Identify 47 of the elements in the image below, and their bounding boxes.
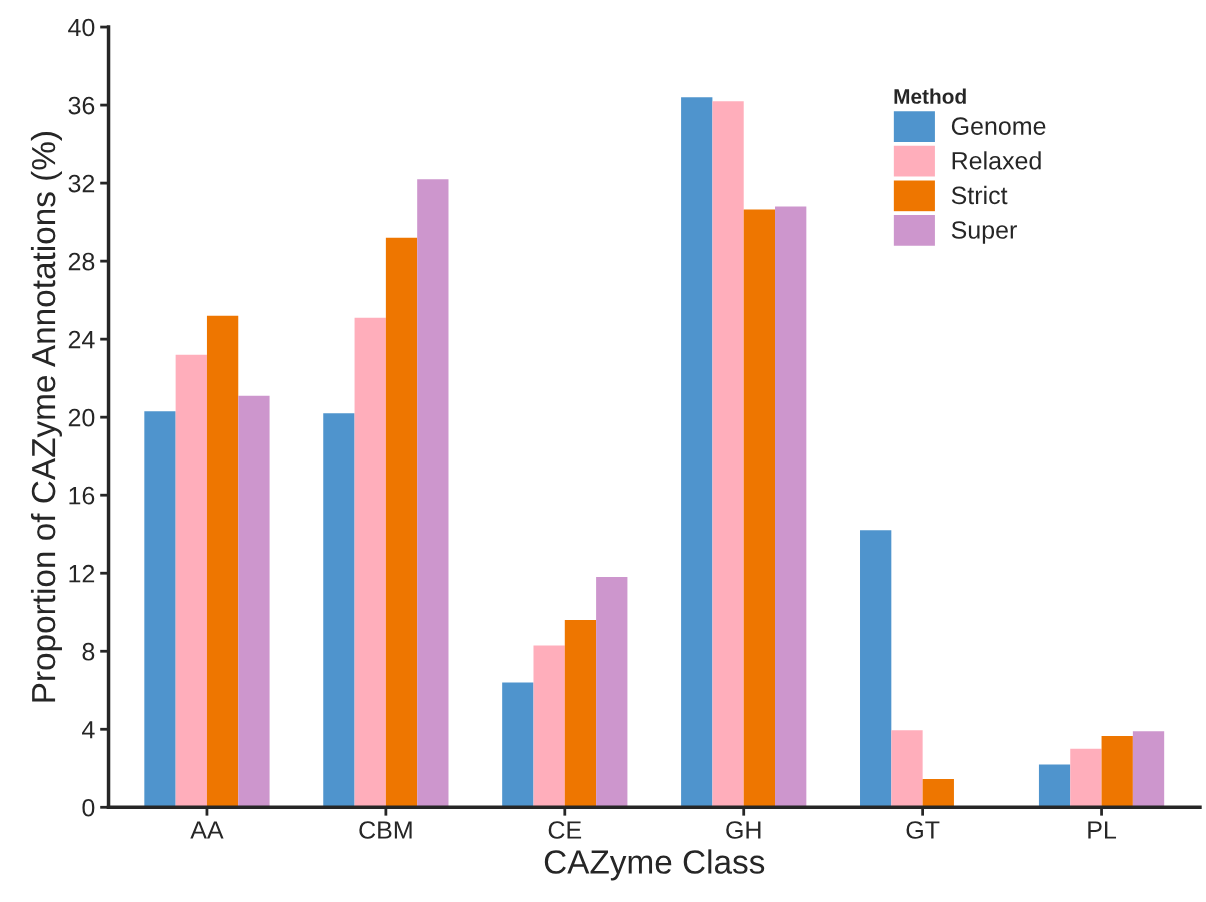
bar [564, 620, 597, 808]
bar [502, 682, 534, 808]
bar [385, 237, 418, 808]
bar [922, 779, 954, 808]
y-tick-label: 32 [68, 174, 95, 193]
y-tick-label: 28 [68, 252, 95, 271]
bar [596, 577, 628, 808]
y-tick-label: 24 [68, 330, 95, 349]
bar [417, 179, 449, 808]
bar [175, 354, 207, 808]
y-tick-label: 36 [68, 96, 95, 115]
bar [1038, 764, 1071, 808]
y-tick-label: 20 [68, 408, 95, 427]
bar [891, 730, 923, 808]
bar [1132, 731, 1165, 808]
x-tick-label: CBM [359, 821, 412, 839]
bar [144, 411, 176, 808]
legend-title: Method [894, 88, 966, 104]
legend-label: Strict [951, 185, 1008, 205]
y-tick-label: 40 [68, 18, 95, 37]
x-tick-label: CE [548, 821, 582, 839]
bar [533, 645, 565, 808]
x-tick-label: AA [190, 821, 224, 839]
bar [238, 395, 270, 808]
bar [323, 413, 355, 808]
x-axis-title: CAZyme Class [544, 849, 765, 881]
y-tick-label: 12 [69, 564, 95, 583]
bar [681, 97, 713, 808]
bar [712, 101, 744, 808]
x-tick-label: GH [726, 821, 761, 839]
bar [354, 317, 386, 808]
y-axis-title: Proportion of CAZyme Annotations (%) [30, 132, 62, 702]
bar [1070, 748, 1102, 808]
x-tick-label: GT [906, 821, 940, 839]
bar [206, 315, 239, 808]
legend-label: Relaxed [952, 151, 1041, 170]
bar [1101, 736, 1133, 808]
legend-label: Genome [951, 117, 1046, 135]
bar [743, 209, 776, 808]
legend-label: Super [951, 221, 1017, 244]
y-tick-label: 8 [82, 642, 95, 661]
y-tick-label: 0 [82, 798, 95, 817]
y-tick-label: 4 [82, 721, 95, 739]
bar [775, 206, 807, 808]
x-tick-label: PL [1088, 821, 1117, 839]
bar [860, 530, 892, 808]
y-tick-label: 16 [69, 486, 95, 505]
